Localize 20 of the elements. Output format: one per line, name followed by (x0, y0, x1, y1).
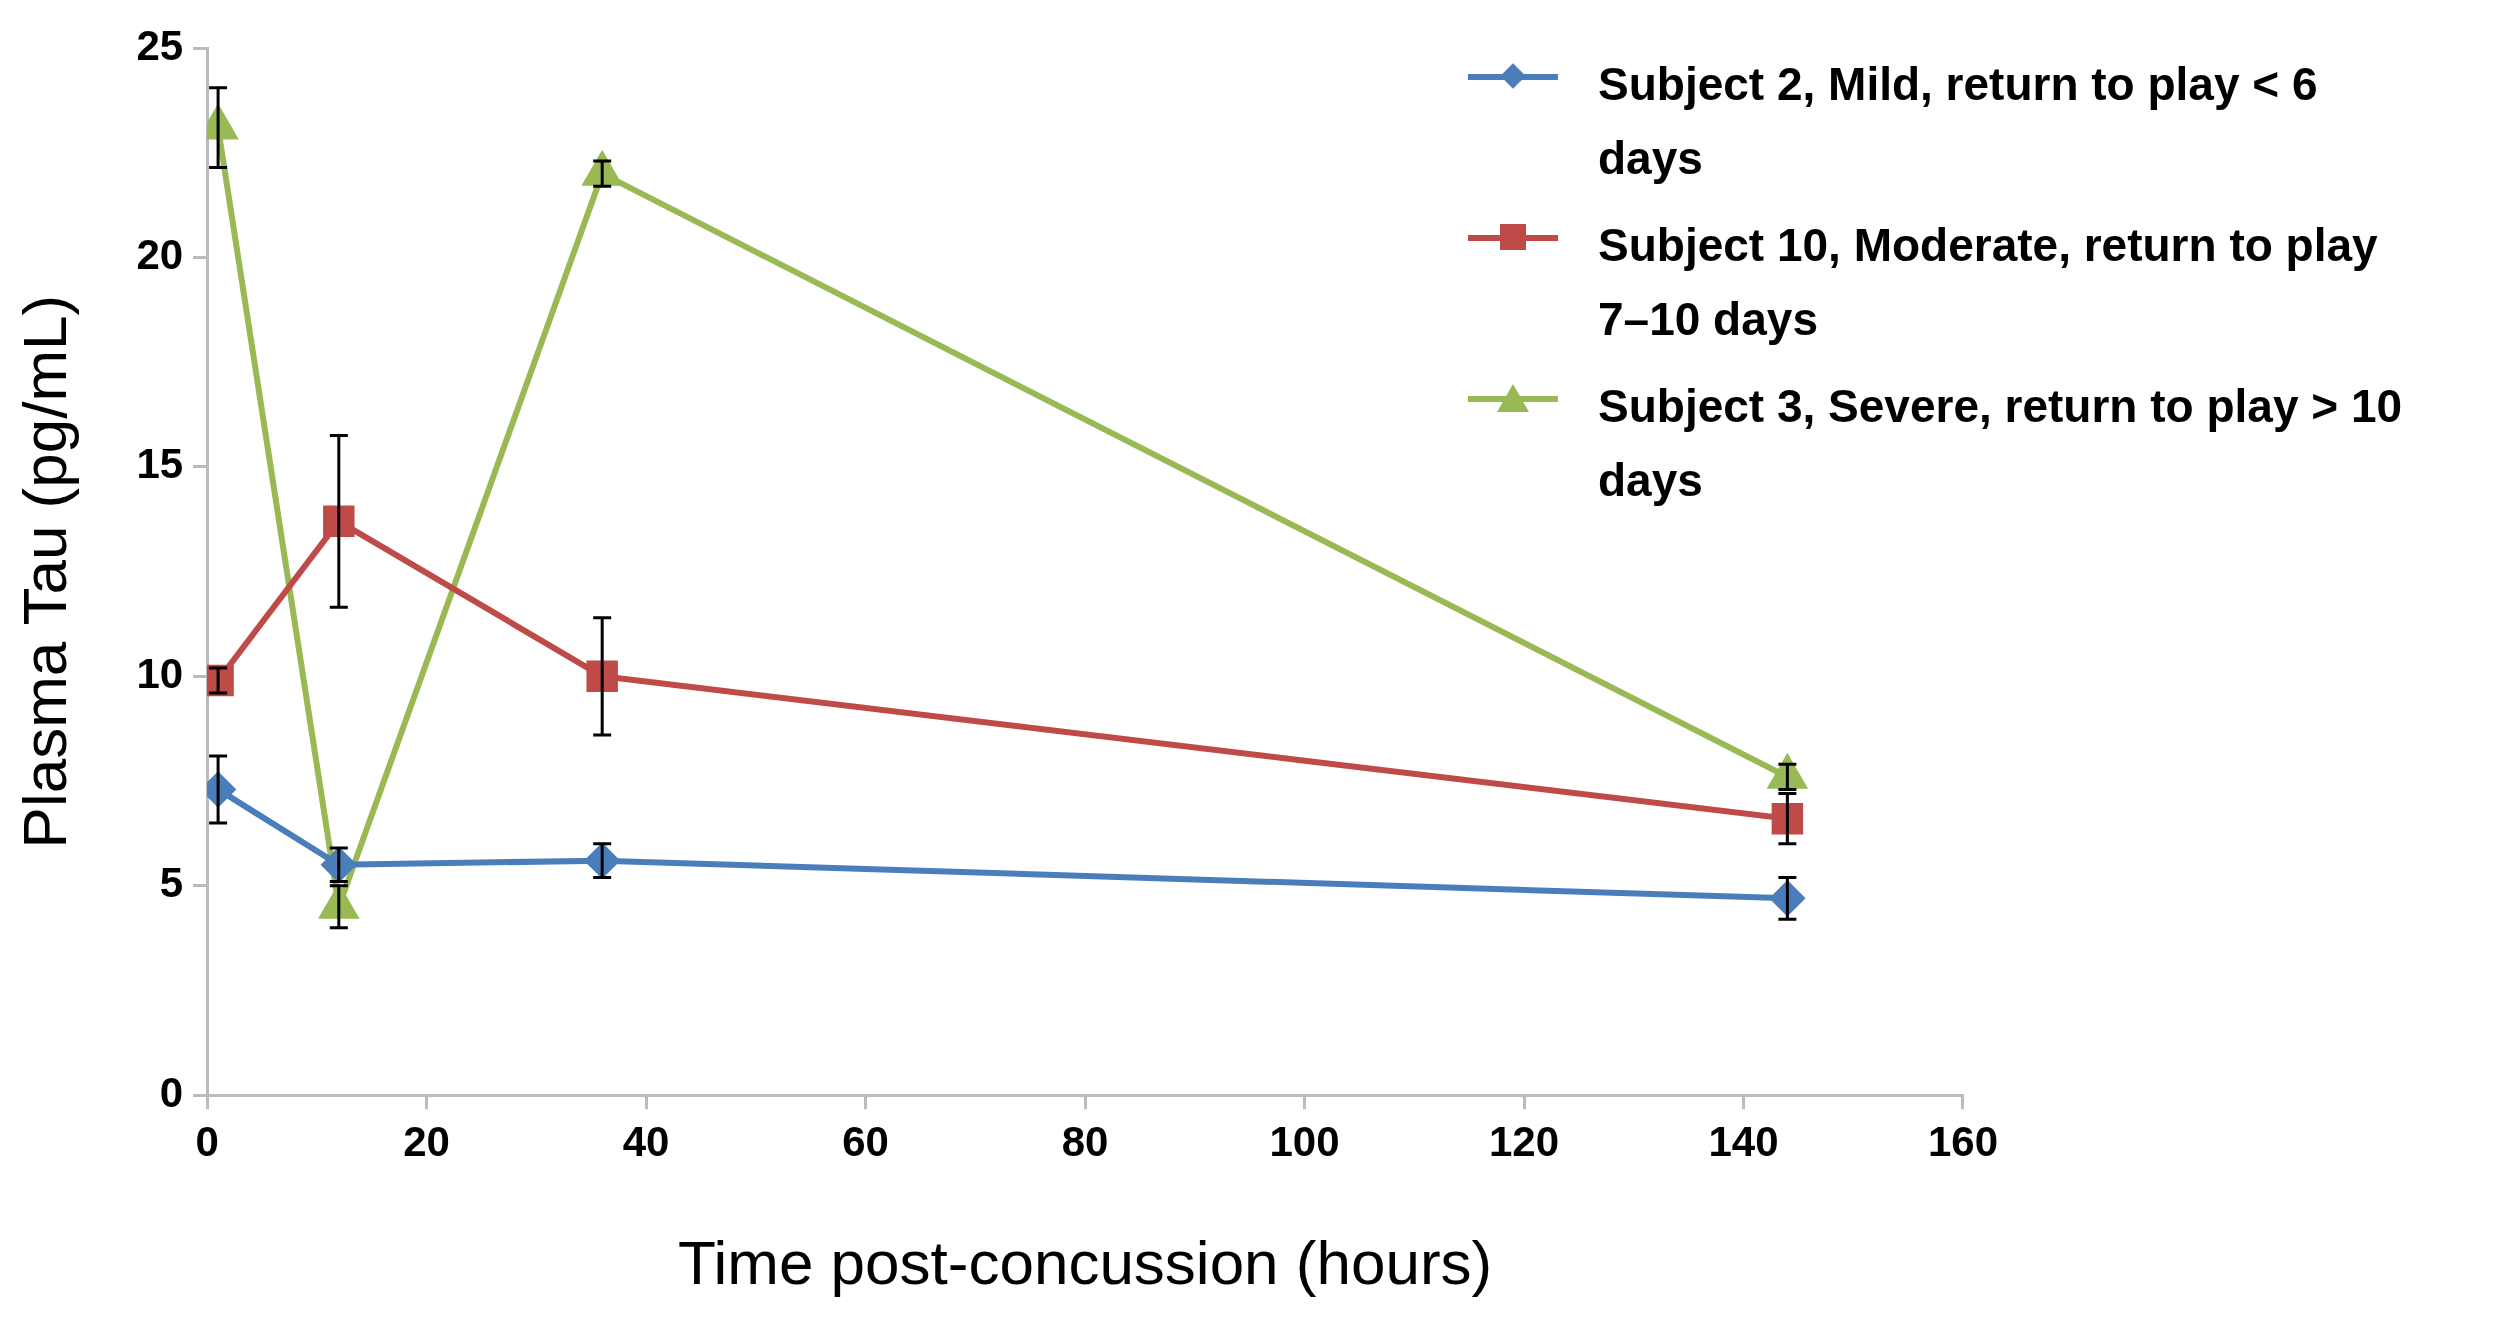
y-axis-title: Plasma Tau (pg/mL) (10, 294, 80, 849)
y-tick-label: 25 (136, 21, 184, 69)
legend-label: Subject 10, Moderate, return to play 7–10 days (1598, 218, 2379, 347)
x-tick-label: 120 (1488, 1117, 1560, 1165)
y-tick-label: 5 (159, 859, 184, 907)
legend-label: Subject 3, Severe, return to play > 10 days (1598, 379, 2404, 508)
x-tick-label: 160 (1927, 1117, 1998, 1165)
y-tick-label: 20 (136, 231, 184, 279)
x-tick-label: 0 (195, 1117, 219, 1165)
y-tick-label: 0 (159, 1068, 184, 1116)
x-tick-label: 80 (1061, 1117, 1109, 1165)
y-tick-label: 10 (136, 649, 184, 697)
x-tick-label: 140 (1708, 1117, 1779, 1165)
x-tick-label: 60 (842, 1117, 889, 1165)
x-tick-label: 40 (622, 1117, 670, 1165)
x-tick-label: 100 (1269, 1117, 1340, 1165)
x-tick-label: 20 (403, 1117, 450, 1165)
x-axis-title: Time post-concussion (hours) (677, 1227, 1493, 1297)
legend-label: Subject 2, Mild, return to play < 6 days (1598, 57, 2319, 186)
y-tick-label: 15 (136, 440, 184, 488)
